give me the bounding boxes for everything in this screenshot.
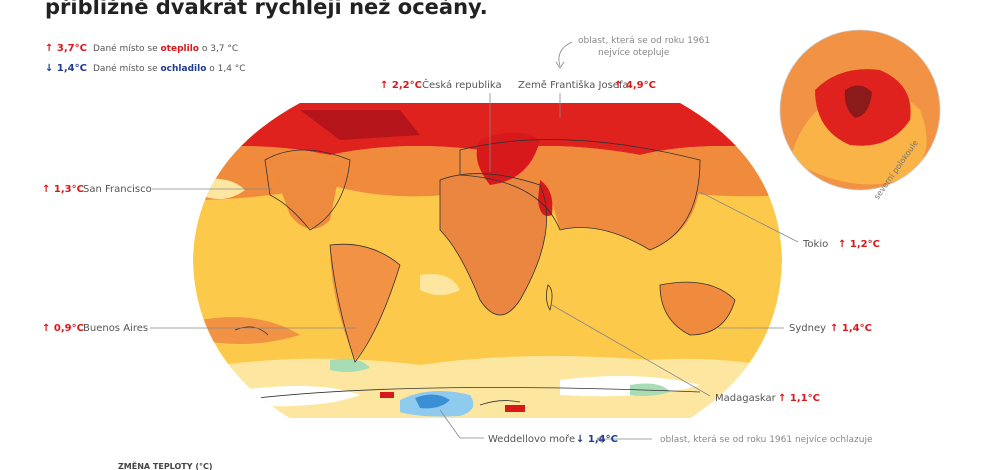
legend-change: ↓ 1,4°C [45, 63, 87, 74]
place-name: Buenos Aires [83, 323, 148, 334]
place-name: Tokio [802, 239, 828, 250]
title: přibližně dvakrát rychleji než oceány. [45, 0, 488, 19]
place-name: Česká republika [422, 78, 502, 91]
annotation: nejvíce otepluje [598, 48, 670, 58]
place-change: ↑ 0,9°C [42, 323, 84, 334]
globe: severní polokoule [779, 29, 941, 201]
legend-text: Dané místo se oteplilo o 3,7 °C [93, 43, 238, 54]
world-map [193, 103, 782, 418]
legend: ↑ 3,7°C Dané místo se oteplilo o 3,7 °C … [45, 43, 246, 74]
place-change: ↓ 1,4°C [576, 434, 618, 445]
place-name: Země Františka Josefa [518, 79, 629, 91]
place-change: ↑ 1,3°C [42, 184, 84, 195]
annotation: oblast, která se od roku 1961 [578, 36, 710, 46]
place-name: Sydney [789, 323, 826, 334]
place-name: Weddellovo moře [488, 433, 575, 445]
place-change: ↑ 1,2°C [838, 239, 880, 250]
annotation: oblast, která se od roku 1961 nejvíce oc… [660, 435, 873, 445]
place-change: ↑ 4,9°C [614, 80, 656, 91]
scale-title: ZMĚNA TEPLOTY (°C) [118, 460, 213, 470]
annotations: oblast, která se od roku 1961 nejvíce ot… [555, 36, 873, 445]
place-name: Madagaskar [715, 393, 777, 404]
place-change: ↑ 1,4°C [830, 323, 872, 334]
place-name: San Francisco [83, 184, 152, 195]
place-change: ↑ 1,1°C [778, 393, 820, 404]
place-labels: ↑ 2,2°C Česká republika Země Františka J… [42, 78, 880, 445]
place-change: ↑ 2,2°C [380, 80, 422, 91]
legend-text: Dané místo se ochladilo o 1,4 °C [93, 63, 246, 74]
legend-change: ↑ 3,7°C [45, 43, 87, 54]
